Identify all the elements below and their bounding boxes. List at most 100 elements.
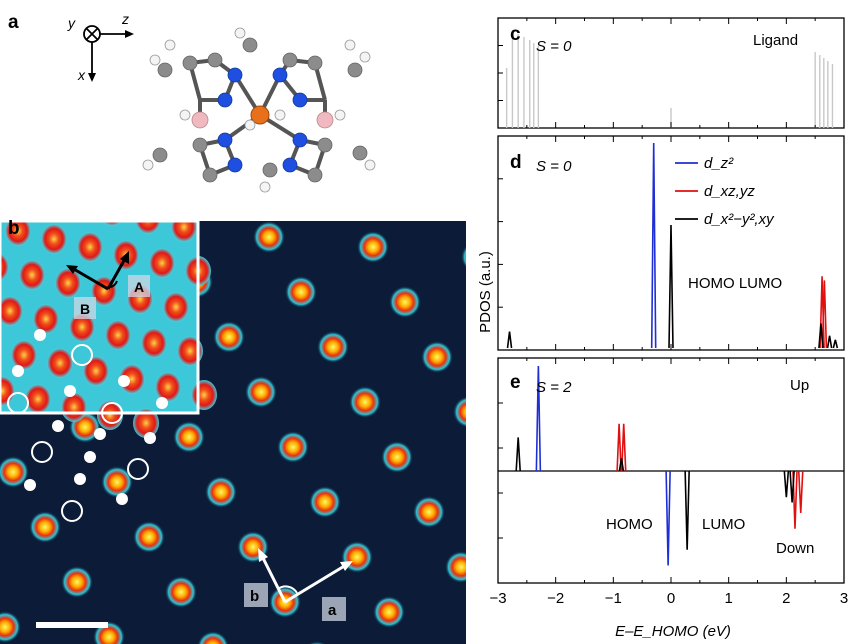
lattice-tag-a: a	[328, 602, 337, 619]
inset-molecule-spot	[47, 348, 73, 378]
panel-e-lumo: LUMO	[702, 516, 745, 533]
inset-molecule-spot	[133, 408, 159, 438]
panel-e-homo: HOMO	[606, 516, 653, 533]
lattice-site-dot	[24, 479, 36, 491]
pdos-peak	[665, 470, 671, 566]
y-axis-label: PDOS (a.u.)	[477, 251, 494, 333]
lattice-site-dot	[116, 493, 128, 505]
stm-molecule-spot	[197, 631, 229, 644]
stm-molecule-spot	[357, 231, 389, 263]
molecule-structure	[142, 27, 376, 193]
legend-item-dxzyz: d_xz,yz	[704, 183, 755, 200]
pdos-peak	[797, 470, 804, 514]
stm-molecule-spot	[307, 641, 327, 644]
stm-molecule-spot	[317, 331, 349, 363]
stm-image: A B b a	[0, 221, 466, 644]
stm-molecule-spot	[453, 396, 466, 428]
pdos-peak	[668, 224, 674, 349]
lattice-site-dot	[118, 375, 130, 387]
stm-molecule-spot	[445, 551, 466, 583]
inset-molecule-spot	[0, 296, 23, 326]
pdos-peak	[684, 470, 690, 550]
inset-molecule-spot	[61, 392, 87, 422]
lattice-site-ring	[127, 458, 149, 480]
lattice-site-dot	[94, 428, 106, 440]
panel-a-label: a	[8, 12, 19, 33]
pdos-peak	[506, 331, 513, 349]
inset-molecule-spot	[191, 380, 217, 410]
panel-c-title: Ligand	[753, 32, 798, 49]
inset-molecule-spot	[77, 232, 103, 262]
x-tick-label: −1	[605, 590, 622, 607]
inset-molecule-spot	[55, 268, 81, 298]
inset-molecule-spot	[83, 356, 109, 386]
panel-d-annotation: HOMO LUMO	[688, 275, 782, 292]
pdos-peak	[616, 423, 622, 472]
lattice-site-dot	[144, 432, 156, 444]
inset-molecule-spot	[5, 221, 31, 246]
lattice-site-ring	[7, 392, 29, 414]
pdos-peak	[535, 365, 542, 472]
inset-molecule-spot	[11, 340, 37, 370]
stm-molecule-spot	[0, 611, 21, 643]
pdos-peak	[818, 323, 824, 349]
lattice-tag-b: b	[250, 588, 259, 605]
lattice-site-ring	[31, 441, 53, 463]
inset-molecule-spot	[25, 384, 51, 414]
stm-molecule-spot	[389, 286, 421, 318]
stm-molecule-spot	[0, 456, 29, 488]
panel-c-spin: S = 0	[536, 38, 572, 55]
inset-molecule-spot	[163, 292, 189, 322]
pdos-peak	[832, 339, 839, 349]
x-tick-label: −3	[489, 590, 506, 607]
stm-molecule-spot	[133, 521, 165, 553]
lattice-site-dot	[12, 365, 24, 377]
legend-item-dz2: d_z²	[704, 155, 734, 172]
stm-molecule-spot	[461, 245, 466, 269]
stm-molecule-spot	[277, 431, 309, 463]
stm-molecule-spot	[413, 496, 445, 528]
lattice-site-dot	[74, 473, 86, 485]
stm-molecule-spot	[173, 421, 205, 453]
panel-d-spin: S = 0	[536, 158, 572, 175]
pdos-peak	[515, 437, 521, 472]
panel-e-down: Down	[776, 540, 814, 557]
lattice-site-dot	[34, 329, 46, 341]
inset-molecule-spot	[69, 312, 95, 342]
lattice-site-dot	[52, 420, 64, 432]
pdos-chart: −3 −2 −1 0 1 2 3 c S = 0 Ligand d S = 0 HOMO L…	[477, 17, 848, 640]
inset-molecule-spot	[135, 221, 161, 234]
inset-molecule-spot	[0, 376, 15, 406]
legend: d_z² d_xz,yz d_x²−y²,xy	[675, 155, 775, 228]
scale-bar	[36, 622, 108, 628]
stm-molecule-spot	[213, 321, 245, 353]
lattice-site-dot	[84, 451, 96, 463]
pdos-peak	[826, 335, 833, 349]
axis-z-label: z	[121, 11, 129, 27]
x-tick-label: −2	[547, 590, 564, 607]
stm-molecule-spot	[101, 466, 133, 498]
pdos-peak	[789, 470, 795, 503]
stm-molecule-spot	[309, 486, 341, 518]
inset-molecule-spot	[155, 372, 181, 402]
stm-molecule-spot	[381, 441, 413, 473]
pdos-peak	[783, 470, 790, 498]
inset-molecule-spot	[41, 224, 67, 254]
lattice-site-dot	[156, 397, 168, 409]
inset-molecule-spot	[141, 328, 167, 358]
x-tick-label: 1	[724, 590, 732, 607]
inset-tag-A: A	[134, 279, 144, 295]
x-axis-label: E–E_HOMO (eV)	[615, 623, 731, 640]
pdos-peak	[620, 423, 627, 472]
inset-tag-B: B	[80, 301, 90, 317]
inset-molecule-spot	[171, 221, 197, 242]
stm-molecule-spot	[205, 476, 237, 508]
x-tick-label: 3	[840, 590, 848, 607]
pdos-peak	[618, 458, 625, 472]
stm-molecule-spot	[373, 596, 405, 628]
panel-d-label: d	[510, 152, 522, 173]
lattice-site-ring	[101, 402, 123, 424]
inset-molecule-spot	[19, 260, 45, 290]
stm-molecule-spot	[421, 341, 453, 373]
stm-molecule-spot	[245, 376, 277, 408]
